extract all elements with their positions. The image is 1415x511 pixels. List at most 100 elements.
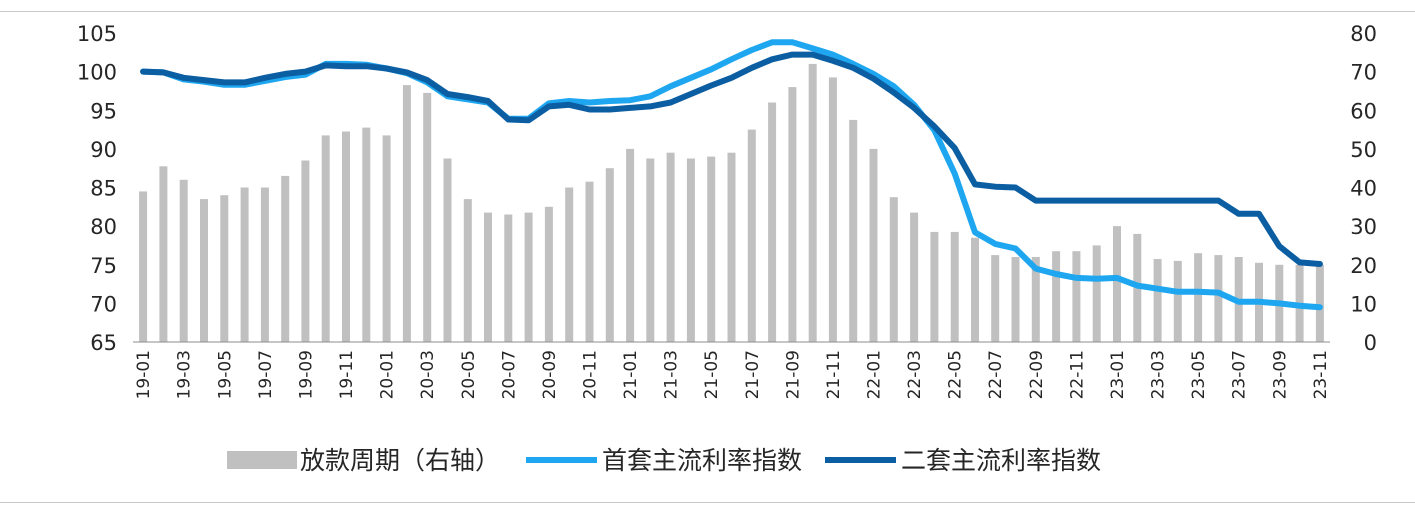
x-tick-23-01: 23-01	[1108, 350, 1128, 399]
right-tick-30: 30	[1350, 215, 1377, 239]
bar-21-01	[626, 148, 635, 342]
bar-21-09	[788, 87, 797, 342]
right-tick-60: 60	[1350, 99, 1377, 123]
bar-20-11	[585, 181, 594, 342]
bar-19-05	[220, 195, 229, 342]
bar-19-07	[260, 187, 269, 342]
bar-20-02	[402, 85, 411, 342]
bar-21-12	[849, 119, 858, 343]
right-tick-40: 40	[1350, 177, 1377, 201]
x-tick-19-07: 19-07	[256, 350, 276, 399]
bar-23-03	[1153, 259, 1162, 342]
bar-19-10	[321, 135, 330, 342]
bar-19-06	[240, 187, 249, 342]
x-tick-19-11: 19-11	[337, 350, 357, 399]
left-tick-75: 75	[90, 254, 117, 278]
x-tick-22-09: 22-09	[1027, 350, 1047, 399]
bar-20-07	[504, 214, 513, 342]
bar-20-06	[484, 212, 492, 342]
bar-23-01	[1113, 226, 1121, 342]
x-tick-21-05: 21-05	[702, 350, 722, 399]
left-tick-100: 100	[77, 61, 117, 85]
bar-22-12	[1092, 245, 1101, 342]
bar-21-08	[768, 102, 777, 342]
legend-label-bar: 放款周期（右轴）	[300, 446, 500, 475]
x-tick-22-01: 22-01	[865, 350, 885, 399]
x-tick-19-05: 19-05	[215, 350, 235, 399]
x-tick-22-11: 22-11	[1067, 350, 1087, 399]
bar-20-04	[443, 158, 452, 342]
bottom-rule	[0, 502, 1415, 503]
x-axis-ticks: 19-01 19-03 19-05 19-07 19-09 19-11 20-01 20-03…	[134, 350, 1331, 399]
bar-22-10	[1052, 251, 1061, 342]
bar-19-12	[362, 127, 371, 342]
x-tick-20-11: 20-11	[581, 350, 601, 399]
x-tick-20-03: 20-03	[418, 350, 438, 399]
bar-23-04	[1173, 260, 1182, 342]
bar-20-01	[382, 135, 391, 342]
bar-20-10	[565, 187, 574, 342]
bar-21-04	[686, 158, 695, 342]
x-tick-21-07: 21-07	[743, 350, 763, 399]
left-tick-95: 95	[90, 99, 117, 123]
x-tick-19-01: 19-01	[134, 350, 154, 399]
bar-22-05	[950, 231, 959, 342]
bar-22-01	[869, 148, 878, 342]
bar-20-05	[463, 199, 472, 342]
top-rule	[0, 11, 1415, 12]
left-tick-90: 90	[90, 138, 117, 162]
left-tick-105: 105	[77, 22, 117, 46]
bar-20-03	[423, 92, 432, 343]
bars-layer	[139, 63, 1324, 343]
second-home-line	[140, 51, 1323, 267]
x-tick-23-03: 23-03	[1149, 350, 1169, 399]
legend-label-first-home: 首套主流利率指数	[602, 446, 802, 475]
right-tick-0: 0	[1364, 331, 1377, 355]
bar-22-03	[910, 212, 919, 342]
right-tick-20: 20	[1350, 254, 1377, 278]
x-tick-21-03: 21-03	[662, 350, 682, 399]
bar-22-07	[991, 255, 1000, 342]
bar-21-07	[747, 129, 756, 342]
x-tick-21-09: 21-09	[783, 350, 803, 399]
x-tick-21-11: 21-11	[824, 350, 844, 399]
x-tick-20-09: 20-09	[540, 350, 560, 399]
bar-19-04	[200, 199, 208, 342]
bar-19-03	[179, 179, 188, 342]
x-tick-19-03: 19-03	[175, 350, 195, 399]
bar-22-09	[1031, 257, 1040, 342]
bar-22-08	[1011, 257, 1020, 342]
left-tick-80: 80	[90, 215, 117, 239]
right-tick-80: 80	[1350, 22, 1377, 46]
bar-20-12	[605, 168, 614, 342]
lines-layer	[140, 39, 1323, 311]
right-tick-10: 10	[1350, 292, 1377, 316]
legend-bar-swatch	[227, 451, 297, 469]
bar-22-02	[889, 197, 898, 342]
bar-21-06	[727, 152, 736, 342]
right-tick-70: 70	[1350, 61, 1377, 85]
bar-21-02	[646, 158, 655, 342]
x-tick-23-09: 23-09	[1270, 350, 1290, 399]
x-tick-20-07: 20-07	[499, 350, 519, 399]
right-tick-50: 50	[1350, 138, 1377, 162]
bar-22-04	[930, 231, 939, 342]
x-tick-23-11: 23-11	[1311, 350, 1331, 399]
x-tick-20-01: 20-01	[378, 350, 398, 399]
legend: 放款周期（右轴） 首套主流利率指数 二套主流利率指数	[227, 446, 1101, 475]
bar-23-06	[1214, 255, 1223, 342]
bar-19-02	[159, 166, 168, 342]
left-tick-70: 70	[90, 292, 117, 316]
x-tick-20-05: 20-05	[459, 350, 479, 399]
legend-label-second-home: 二套主流利率指数	[901, 446, 1101, 475]
bar-23-05	[1194, 253, 1203, 342]
x-tick-22-03: 22-03	[905, 350, 925, 399]
bar-21-11	[828, 77, 837, 343]
x-tick-21-01: 21-01	[621, 350, 641, 399]
bar-20-08	[524, 212, 533, 342]
x-tick-23-07: 23-07	[1230, 350, 1250, 399]
left-tick-65: 65	[90, 331, 117, 355]
x-tick-19-09: 19-09	[296, 350, 316, 399]
x-tick-22-07: 22-07	[986, 350, 1006, 399]
